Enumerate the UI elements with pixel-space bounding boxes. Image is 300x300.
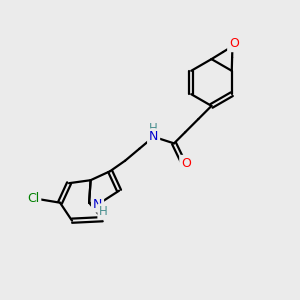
Text: O: O xyxy=(181,157,191,170)
Text: H: H xyxy=(99,205,108,218)
Text: O: O xyxy=(229,37,239,50)
Text: Cl: Cl xyxy=(27,192,39,205)
Text: H: H xyxy=(149,122,158,135)
Text: N: N xyxy=(149,130,158,143)
Text: N: N xyxy=(93,198,102,211)
